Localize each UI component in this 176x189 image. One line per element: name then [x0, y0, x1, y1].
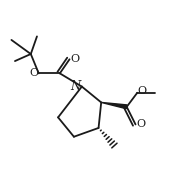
Text: O: O: [29, 68, 38, 78]
Text: O: O: [137, 86, 146, 96]
Text: O: O: [136, 119, 145, 129]
Text: N: N: [70, 80, 80, 93]
Text: O: O: [70, 54, 79, 64]
Polygon shape: [101, 102, 127, 109]
